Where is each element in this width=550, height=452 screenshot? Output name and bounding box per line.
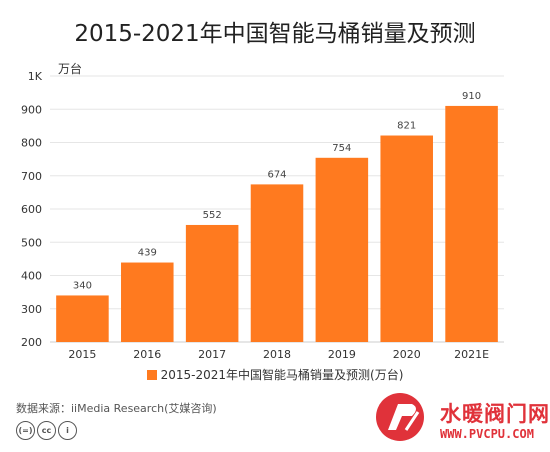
person-icon: i — [58, 421, 77, 440]
y-tick-label: 900 — [21, 103, 42, 116]
legend-swatch — [146, 370, 157, 380]
y-tick-label: 500 — [21, 236, 42, 249]
x-tick-label: 2017 — [198, 348, 226, 361]
y-tick-label: 400 — [21, 270, 42, 283]
y-tick-label: 600 — [21, 203, 42, 216]
data-label: 910 — [462, 91, 481, 102]
watermark-text: 水暖阀门网 — [440, 402, 550, 426]
x-tick-label: 2021E — [454, 348, 489, 361]
watermark-logo-icon — [376, 393, 424, 441]
bar — [250, 184, 304, 342]
x-tick-label: 2020 — [393, 348, 421, 361]
legend-label: 2015-2021年中国智能马桶销量及预测(万台) — [160, 368, 404, 382]
bar — [380, 135, 433, 342]
bar — [445, 105, 498, 342]
data-label: 821 — [397, 121, 416, 132]
y-tick-label: 800 — [21, 137, 42, 150]
by-icon: cc — [37, 421, 56, 440]
bar — [315, 157, 369, 342]
x-tick-label: 2018 — [263, 348, 291, 361]
data-label: 754 — [332, 143, 351, 154]
license-badge: (=) cc i — [16, 421, 77, 440]
legend: 2015-2021年中国智能马桶销量及预测(万台) — [0, 366, 550, 383]
y-tick-label: 300 — [21, 303, 42, 316]
bar — [185, 224, 239, 342]
x-tick-label: 2019 — [328, 348, 356, 361]
bar — [121, 262, 174, 342]
chart-title: 2015-2021年中国智能马桶销量及预测 — [74, 21, 476, 47]
data-label: 439 — [138, 248, 157, 259]
y-tick-label: 700 — [21, 170, 42, 183]
data-label: 674 — [267, 169, 286, 180]
y-unit-label: 万台 — [58, 62, 83, 76]
y-tick-label: 200 — [21, 336, 42, 349]
bar — [56, 295, 109, 342]
x-tick-label: 2016 — [133, 348, 161, 361]
x-tick-label: 2015 — [68, 348, 96, 361]
source-note: 数据来源：iiMedia Research(艾媒咨询) — [16, 402, 217, 415]
cc-icon: (=) — [16, 421, 35, 440]
data-label: 340 — [73, 280, 92, 291]
y-tick-label: 1K — [28, 70, 43, 83]
watermark-url: WWW.PVCPU.COM — [440, 427, 534, 441]
data-label: 552 — [203, 210, 222, 221]
